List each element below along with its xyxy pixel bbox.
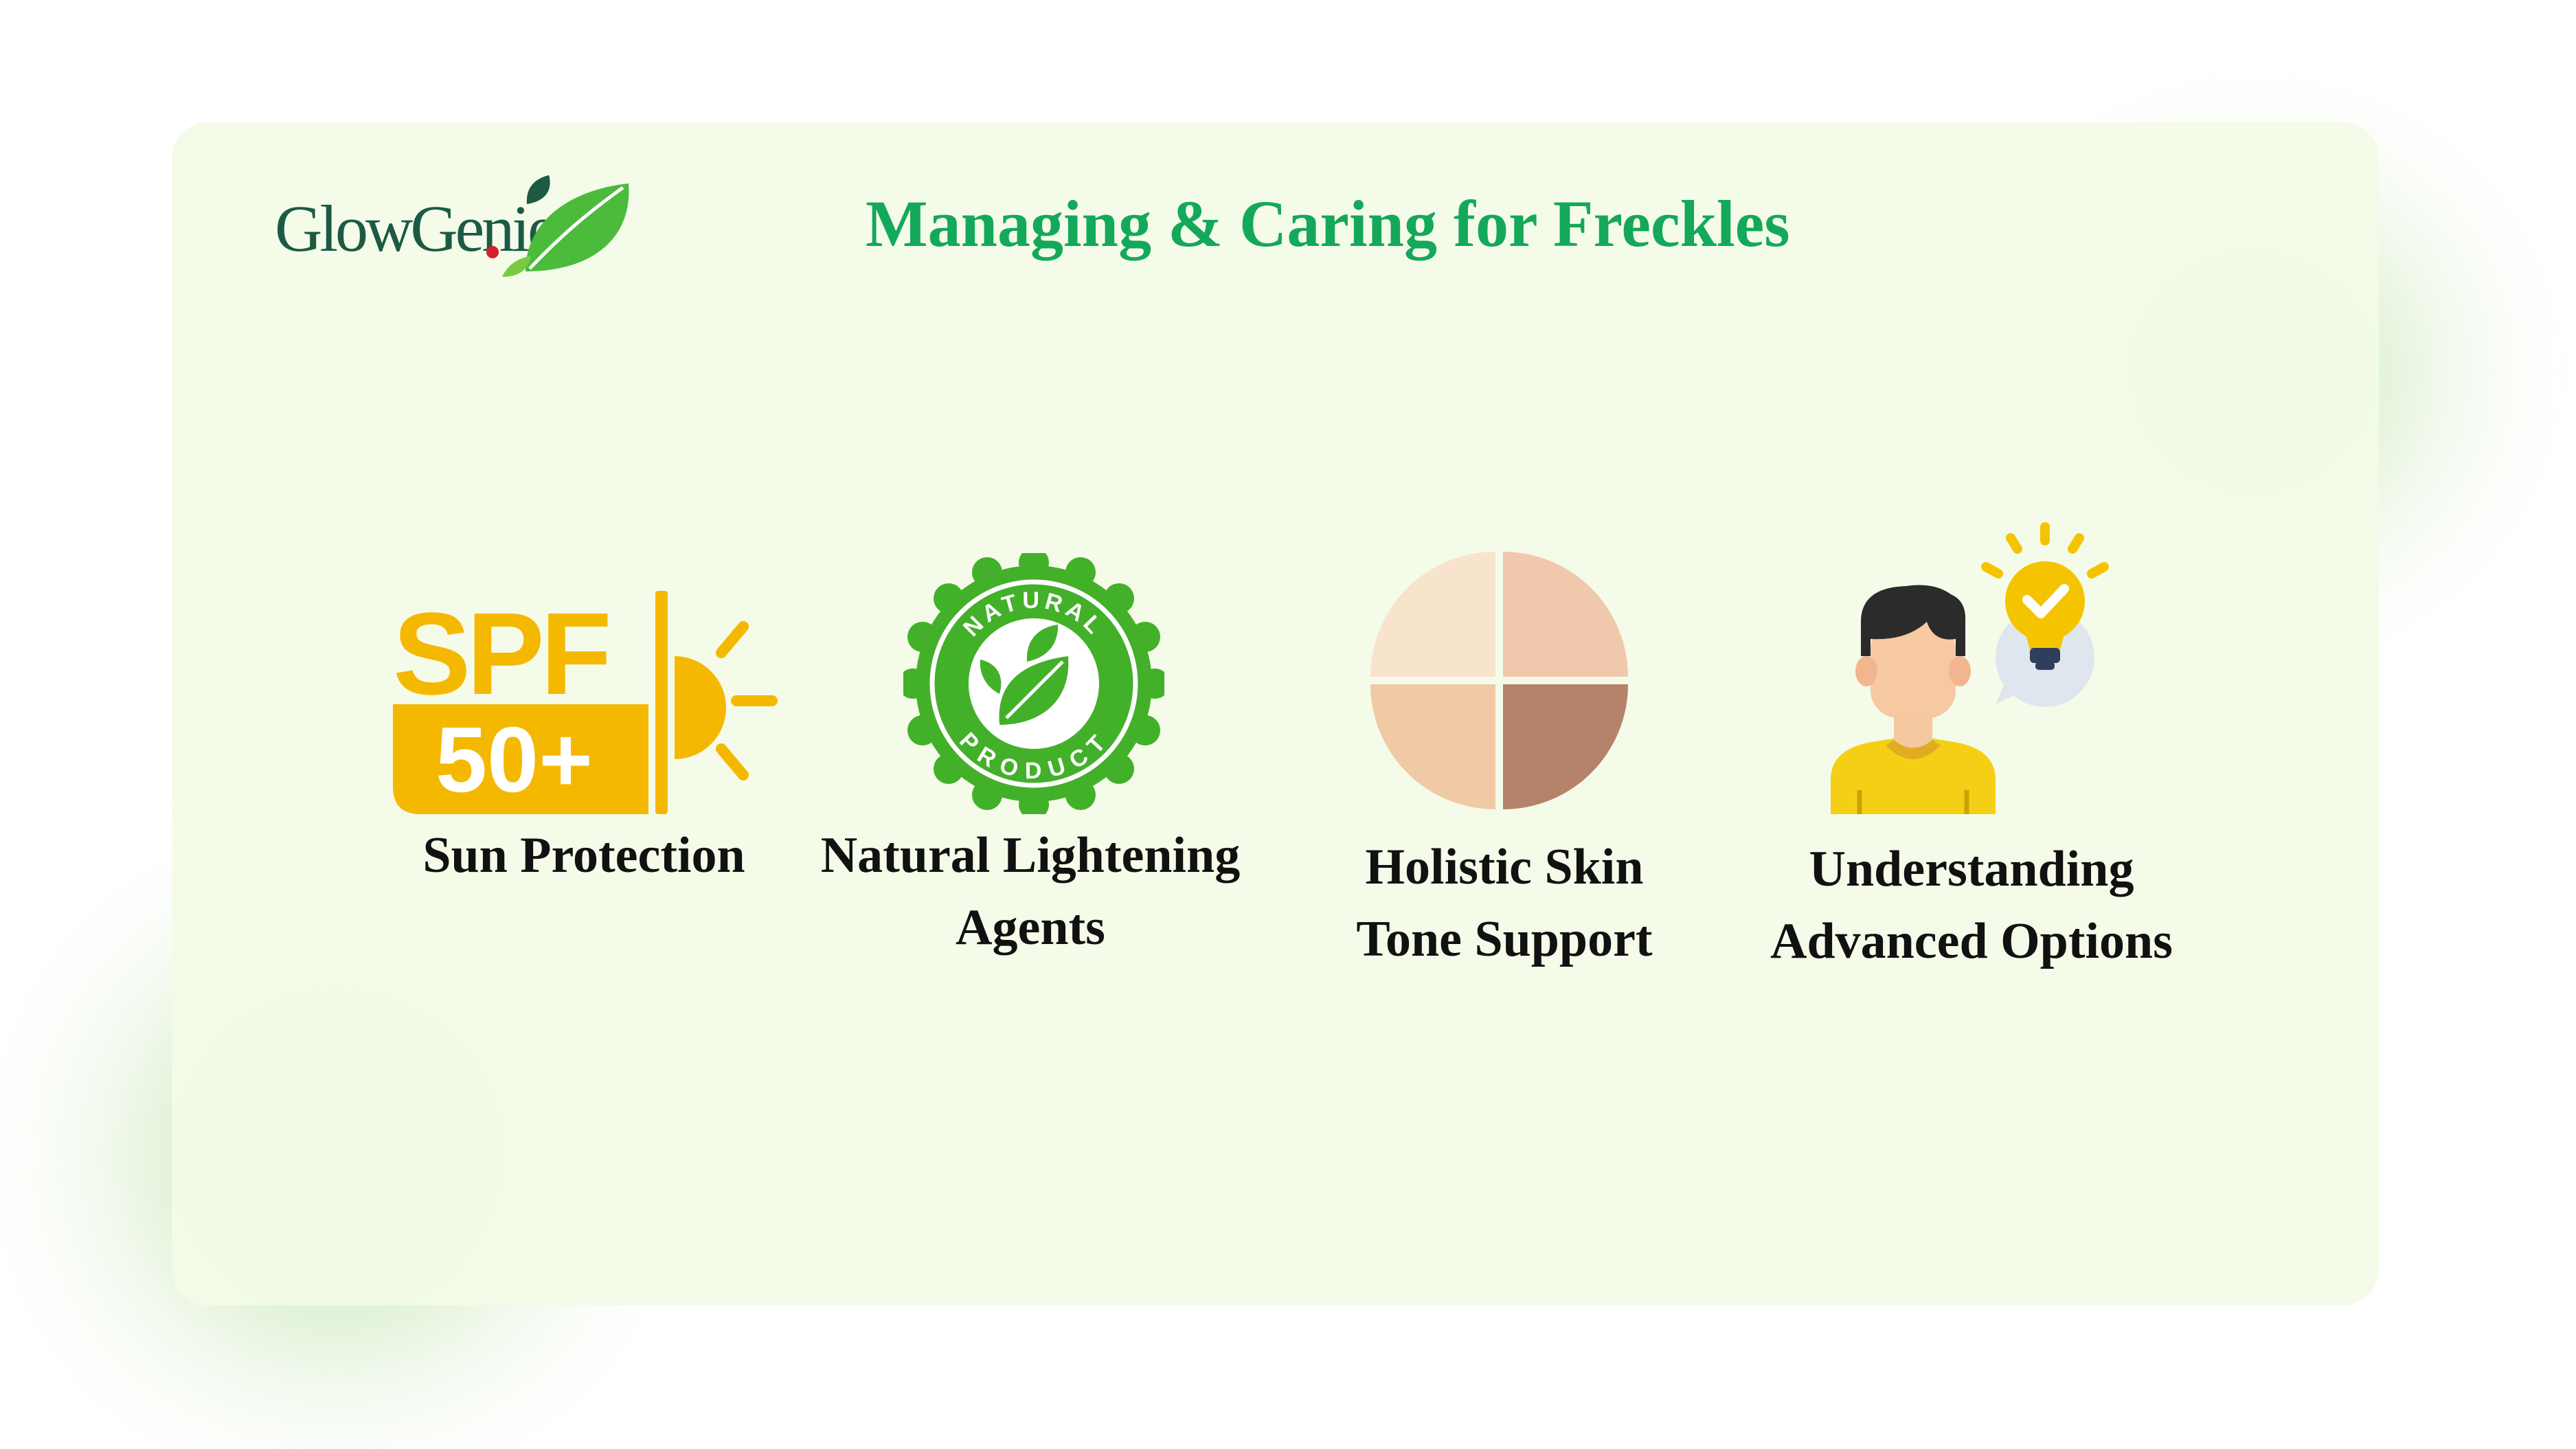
feature-label-holistic-skin: Holistic Skin Tone Support (1356, 839, 1653, 967)
feature-label-advanced-options: Understanding Advanced Options (1770, 841, 2173, 969)
brand-logo: GlowGenie (275, 175, 646, 278)
brand-name: GlowGenie (275, 192, 557, 265)
skin-tone-palette-icon (1370, 552, 1628, 809)
leaf-logo-icon (486, 175, 629, 277)
natural-product-badge-icon: NATURAL PRODUCT (903, 553, 1164, 814)
spf-sun-icon: SPF 50+ (393, 591, 778, 814)
feature-label-sun-protection: Sun Protection (422, 827, 745, 884)
person-idea-bulb-icon (1831, 522, 2109, 814)
spf-icon-text: SPF (393, 591, 608, 719)
feature-label-natural-lightening: Natural Lightening Agents (820, 827, 1241, 956)
page-title: Managing & Caring for Freckles (866, 187, 1790, 260)
spf-value-text: 50+ (436, 708, 593, 811)
